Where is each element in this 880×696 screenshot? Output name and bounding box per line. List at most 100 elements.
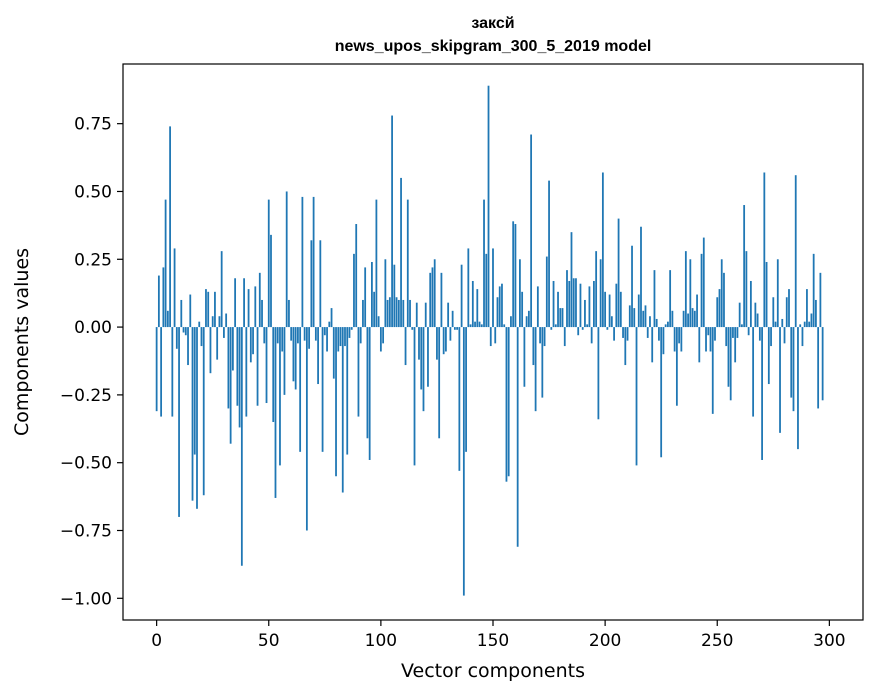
bar [471,280,474,328]
bar [321,327,324,452]
bar [328,321,331,328]
bar [478,321,481,328]
bar [785,297,788,328]
bar [815,299,817,328]
bar [700,253,703,328]
bar [810,313,813,328]
bar [438,327,441,439]
bar [214,291,216,328]
bar [680,327,683,352]
bar [496,297,499,328]
bar [693,310,696,328]
bar [216,327,219,360]
bar [501,283,503,328]
bar [754,302,757,328]
bar [545,256,548,328]
bar [566,270,568,328]
bar [247,289,250,328]
bar [404,327,407,366]
bar [218,316,221,328]
bar [548,180,550,328]
bar [395,297,398,328]
bar [572,278,575,328]
bar [294,327,297,390]
bar [353,253,355,328]
bar [593,280,595,328]
bar [362,299,364,328]
bar [285,191,288,328]
bar [279,327,281,466]
bar [684,251,687,328]
bar [205,289,207,328]
bar [682,310,685,328]
bar [525,316,528,328]
bar [716,297,719,328]
bar [505,327,508,482]
bar [384,259,387,328]
bar [196,327,198,509]
bar [667,321,669,328]
bar [155,327,158,412]
bar [613,327,615,341]
bar [554,324,557,328]
bar [305,327,308,531]
x-tick-label: 200 [589,631,621,651]
bar [487,85,490,328]
bar [512,221,515,328]
bar [678,327,681,344]
bar [584,299,586,328]
bar [541,327,544,398]
bar [270,234,272,328]
bar [608,294,611,328]
bar [191,327,194,501]
bar [819,272,822,328]
bar [606,327,609,330]
bar [276,327,279,344]
bar [774,321,777,328]
x-tick-label: 150 [477,631,509,651]
bar [184,327,187,336]
bar [337,327,340,352]
bar [256,327,259,406]
bar [756,313,759,328]
bar [675,327,678,406]
bar [590,327,593,344]
bar [669,270,672,328]
y-tick-label: 0.00 [74,318,112,338]
bar [460,264,463,328]
bar [494,327,497,344]
bar [689,259,692,328]
bar [588,286,591,328]
x-tick-label: 0 [151,631,162,651]
bar [631,245,633,328]
bar [797,327,799,450]
bar [749,280,752,328]
bar [776,259,779,328]
bar [422,327,425,412]
bar [510,316,512,328]
bar [202,327,205,496]
bar [366,327,369,439]
x-tick-label: 250 [701,631,733,651]
bar [312,196,315,328]
bar [319,240,322,328]
bar [229,327,232,444]
bar [738,302,741,328]
bar [601,172,604,328]
bar [162,267,165,328]
bar [332,327,335,379]
bar [375,199,378,328]
bar [723,272,725,328]
bar [698,327,701,363]
bar [637,294,640,328]
bar [803,321,806,328]
bar [290,327,293,341]
bar [498,286,501,328]
bar [702,237,705,328]
bar [400,177,402,328]
y-tick-label: 0.25 [74,250,112,270]
bar [539,327,541,344]
bar [752,327,755,417]
x-axis-label: Vector components [401,660,585,682]
bar [507,327,510,477]
